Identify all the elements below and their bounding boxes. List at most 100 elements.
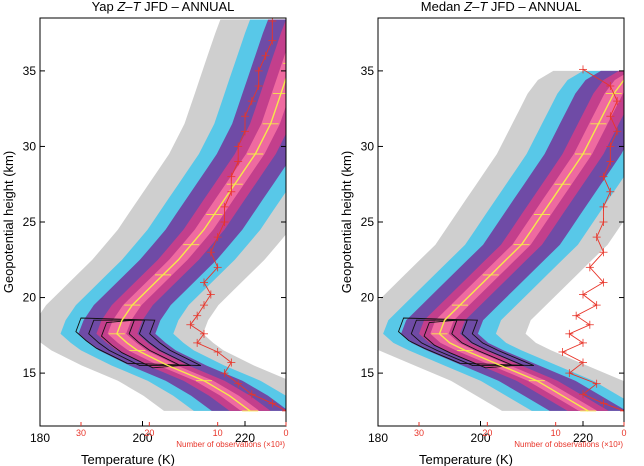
obs-tick-label: 0 [621, 428, 626, 438]
observation-point [268, 36, 277, 45]
x-tick-label: 180 [30, 431, 50, 445]
y-tick-label: 35 [23, 64, 37, 78]
observation-point [268, 399, 277, 408]
observation-point [558, 347, 567, 356]
observation-point [565, 369, 574, 378]
y-tick-label: 20 [361, 291, 375, 305]
density-band-5 [430, 74, 624, 411]
observation-point [620, 406, 624, 415]
y-tick-label: 30 [23, 139, 37, 153]
observation-point [599, 172, 608, 181]
observation-point [613, 97, 622, 106]
observation-point [606, 187, 615, 196]
observation-point [193, 311, 202, 320]
y-tick-label: 25 [361, 215, 375, 229]
obs-tick-label: 30 [414, 428, 424, 438]
obs-tick-label: 0 [283, 428, 288, 438]
observation-point [282, 406, 286, 415]
y-tick-label: 25 [23, 215, 37, 229]
observation-point [599, 399, 608, 408]
observation-point [227, 358, 236, 367]
observation-point [227, 172, 236, 181]
observation-point [565, 329, 574, 338]
observation-point [234, 157, 243, 166]
observation-point [241, 112, 249, 121]
observations-line [561, 69, 624, 412]
observation-point [213, 347, 222, 356]
density-contour [75, 317, 202, 367]
observation-point [200, 301, 208, 310]
x-tick-label: 200 [470, 431, 490, 445]
observation-point [213, 233, 222, 242]
observation-point [200, 329, 208, 338]
observation-point [606, 142, 615, 151]
x-axis-label: Temperature (K) [419, 452, 513, 466]
y-tick-label: 30 [361, 139, 375, 153]
observation-point [234, 142, 243, 151]
chart-title: Yap Z–T JFD – ANNUAL [92, 0, 235, 14]
observation-point [206, 290, 215, 299]
plot-area [40, 18, 286, 415]
density-band-4 [96, 19, 286, 411]
obs-axis-label: Number of observations (×10³) [176, 440, 285, 449]
obs-tick-label: 20 [482, 428, 492, 438]
observation-point [606, 112, 615, 121]
observation-point [599, 248, 608, 257]
observation-point [227, 187, 236, 196]
obs-tick-label: 10 [551, 428, 561, 438]
observation-point [220, 369, 229, 378]
y-tick-label: 35 [361, 64, 375, 78]
observation-point [234, 379, 243, 388]
x-axis-label: Temperature (K) [81, 452, 175, 466]
chart-title: Medan Z–T JFD – ANNUAL [421, 0, 581, 14]
y-tick-label: 20 [23, 291, 37, 305]
observation-point [592, 301, 601, 310]
observation-point [579, 390, 587, 399]
x-tick-label: 180 [368, 431, 388, 445]
observation-point [585, 263, 594, 272]
observation-point [206, 248, 215, 257]
observation-point [220, 218, 229, 226]
observation-point [200, 278, 208, 287]
observation-point [592, 379, 601, 388]
observation-point [579, 290, 587, 299]
observation-point [220, 202, 229, 211]
observation-point [599, 218, 608, 226]
observation-point [585, 320, 594, 329]
x-tick-label: 220 [235, 431, 255, 445]
observation-point [241, 127, 249, 136]
observation-point [254, 66, 263, 75]
observation-point [572, 311, 581, 320]
observation-point [261, 51, 270, 60]
observation-point [247, 97, 256, 106]
observation-point [213, 263, 222, 272]
obs-axis-label: Number of observations (×10³) [514, 440, 623, 449]
observation-point [613, 127, 622, 136]
observation-point [579, 65, 587, 74]
obs-tick-label: 20 [144, 428, 154, 438]
obs-tick-label: 10 [213, 428, 223, 438]
observation-point [193, 338, 202, 347]
observation-point [606, 82, 615, 90]
x-tick-label: 220 [573, 431, 593, 445]
observation-point [599, 278, 608, 287]
observation-point [254, 82, 263, 90]
density-band-5 [107, 51, 286, 411]
observation-point [247, 390, 256, 399]
y-axis-label: Geopotential height (km) [1, 151, 16, 293]
plot-area [378, 65, 624, 415]
y-tick-label: 15 [23, 366, 37, 380]
observation-point [579, 338, 587, 347]
observation-point [599, 202, 608, 211]
observation-point [579, 358, 587, 367]
y-axis-label: Geopotential height (km) [339, 151, 354, 293]
observation-point [186, 320, 195, 329]
x-tick-label: 200 [132, 431, 152, 445]
observation-point [606, 157, 615, 166]
density-contour [397, 317, 534, 367]
mean-profile-line [116, 76, 286, 412]
observation-point [592, 233, 601, 242]
